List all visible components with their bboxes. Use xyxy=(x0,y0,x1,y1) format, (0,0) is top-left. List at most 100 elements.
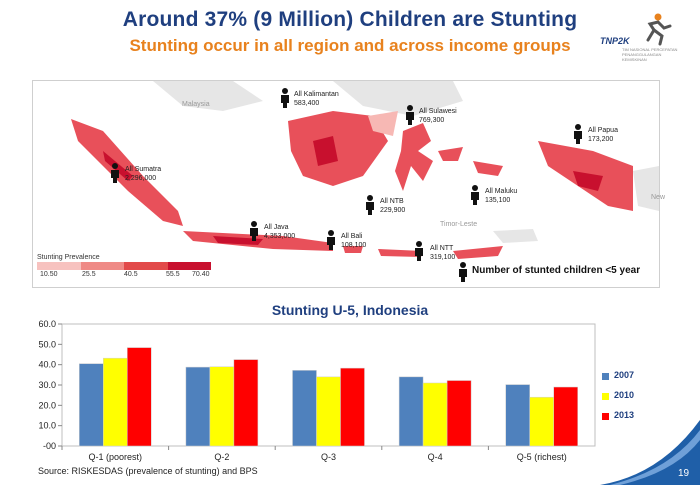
region-name: All Java xyxy=(264,224,289,231)
region-label-sumatra: All Sumatra 2,296,000 xyxy=(125,165,161,183)
x-tick-label: Q-5 (richest) xyxy=(517,452,567,462)
region-value: 2,296,000 xyxy=(125,175,157,182)
region-value: 4,353,000 xyxy=(264,233,296,240)
legend-tick: 40.5 xyxy=(124,271,138,278)
bar-2010-2 xyxy=(209,366,235,447)
legend-color-1 xyxy=(37,262,81,270)
legend-tick: 55.5 xyxy=(166,271,180,278)
region-label-papua: All Papua 173,200 xyxy=(588,126,618,144)
legend-label: 2007 xyxy=(614,370,635,380)
map-key-label: Number of stunted children <5 year xyxy=(472,265,641,276)
person-icon xyxy=(574,124,582,144)
bar-2007-3 xyxy=(292,370,317,447)
region-name: All NTT xyxy=(430,245,454,252)
legend-tick: 10.50 xyxy=(40,271,58,278)
bar-2007-2 xyxy=(185,366,211,447)
region-value: 769,300 xyxy=(419,117,445,124)
region-name: All Maluku xyxy=(485,188,518,195)
bar-2013-1 xyxy=(127,347,152,447)
y-tick-label: 50.0 xyxy=(38,339,56,349)
chart-title: Stunting U-5, Indonesia xyxy=(271,302,429,318)
region-name: All Kalimantan xyxy=(294,91,339,98)
y-tick-label: -00 xyxy=(43,441,56,451)
country-label-malaysia: Malaysia xyxy=(182,101,210,108)
legend-item-2013: 2013 xyxy=(602,410,662,430)
person-icon xyxy=(327,230,335,250)
legend-swatch xyxy=(602,393,609,400)
region-label-maluku: All Maluku 135,100 xyxy=(485,187,517,205)
bar-2007-5 xyxy=(505,384,530,447)
country-label-timor-leste: Timor-Leste xyxy=(440,221,478,228)
legend-color-2 xyxy=(80,262,124,270)
region-value: 135,100 xyxy=(485,197,511,204)
bar-2013-3 xyxy=(340,367,365,447)
region-label-ntt: All NTT 319,100 xyxy=(430,244,455,262)
x-tick-label: Q-2 xyxy=(214,452,229,462)
region-name: All Papua xyxy=(588,127,618,134)
person-icon xyxy=(111,163,119,183)
region-label-java: All Java 4,353,000 xyxy=(264,223,295,241)
stunting-bar-chart: -00 10.0 20.0 30.0 40.0 50.0 60.0 Q-1 (poorest)… xyxy=(38,319,596,462)
person-icon xyxy=(406,105,414,125)
page-number: 19 xyxy=(678,468,690,479)
person-icon xyxy=(471,185,479,205)
legend-swatch xyxy=(602,373,609,380)
country-label-new: New xyxy=(651,194,666,201)
y-tick-label: 60.0 xyxy=(38,319,56,329)
y-tick-label: 10.0 xyxy=(38,421,56,431)
region-value: 173,200 xyxy=(588,136,614,143)
legend-item-2010: 2010 xyxy=(602,390,662,410)
region-value: 583,400 xyxy=(294,100,320,107)
region-label-bali: All Bali 108,100 xyxy=(341,232,366,250)
tnp2k-logo: TNP2K TIM NASIONAL PERCEPATAN PENANGGULA… xyxy=(600,12,684,64)
region-value: 319,100 xyxy=(430,254,456,261)
bar-2010-3 xyxy=(316,376,341,447)
region-label-ntb: All NTB 229,900 xyxy=(380,197,405,215)
prevalence-legend-title: Stunting Prevalence xyxy=(37,254,100,261)
y-tick-label: 20.0 xyxy=(38,400,56,410)
legend-label: 2013 xyxy=(614,410,635,420)
bar-2010-4 xyxy=(422,382,448,447)
y-tick-label: 30.0 xyxy=(38,380,56,390)
bar-2013-4 xyxy=(446,380,472,447)
logo-subtext: TIM NASIONAL PERCEPATAN PENANGGULANGAN K… xyxy=(622,47,678,62)
x-tick-label: Q-3 xyxy=(321,452,336,462)
x-tick-label: Q-1 (poorest) xyxy=(89,452,143,462)
region-name: All Sulawesi xyxy=(419,108,457,115)
bar-2010-5 xyxy=(529,396,554,447)
slide-title: Around 37% (9 Million) Children are Stun… xyxy=(122,8,578,31)
runner-logo-icon xyxy=(646,13,672,46)
y-tick-label: 40.0 xyxy=(38,360,56,370)
person-icon xyxy=(281,88,289,108)
bar-2007-1 xyxy=(79,363,104,447)
region-value: 108,100 xyxy=(341,242,367,249)
x-tick-label: Q-4 xyxy=(428,452,443,462)
indonesia-map-graphic xyxy=(71,81,659,259)
legend-tick: 25.5 xyxy=(82,271,96,278)
corner-decoration xyxy=(600,420,700,485)
region-label-sulawesi: All Sulawesi 769,300 xyxy=(419,107,457,125)
legend-label: 2010 xyxy=(614,390,635,400)
slide-subtitle: Stunting occur in all region and across … xyxy=(129,36,571,55)
logo-text: TNP2K xyxy=(600,36,630,46)
region-name: All NTB xyxy=(380,198,404,205)
person-icon xyxy=(415,241,423,261)
prevalence-legend-bar xyxy=(37,262,211,270)
source-note: Source: RISKESDAS (prevalence of stuntin… xyxy=(38,466,258,476)
series-legend: 2007 2010 2013 xyxy=(602,370,662,430)
legend-color-4 xyxy=(167,262,211,270)
region-value: 229,900 xyxy=(380,207,406,214)
region-name: All Sumatra xyxy=(125,166,162,173)
person-icon xyxy=(459,262,467,282)
region-name: All Bali xyxy=(341,233,363,240)
legend-tick: 70.40 xyxy=(192,271,210,278)
person-icon xyxy=(366,195,374,215)
stunting-map xyxy=(32,80,660,288)
bar-2013-2 xyxy=(233,359,259,447)
legend-item-2007: 2007 xyxy=(602,370,662,390)
bar-2010-1 xyxy=(103,357,128,447)
legend-swatch xyxy=(602,413,609,420)
bar-2013-5 xyxy=(553,386,578,447)
person-icon xyxy=(250,221,258,241)
bar-2007-4 xyxy=(398,376,424,447)
